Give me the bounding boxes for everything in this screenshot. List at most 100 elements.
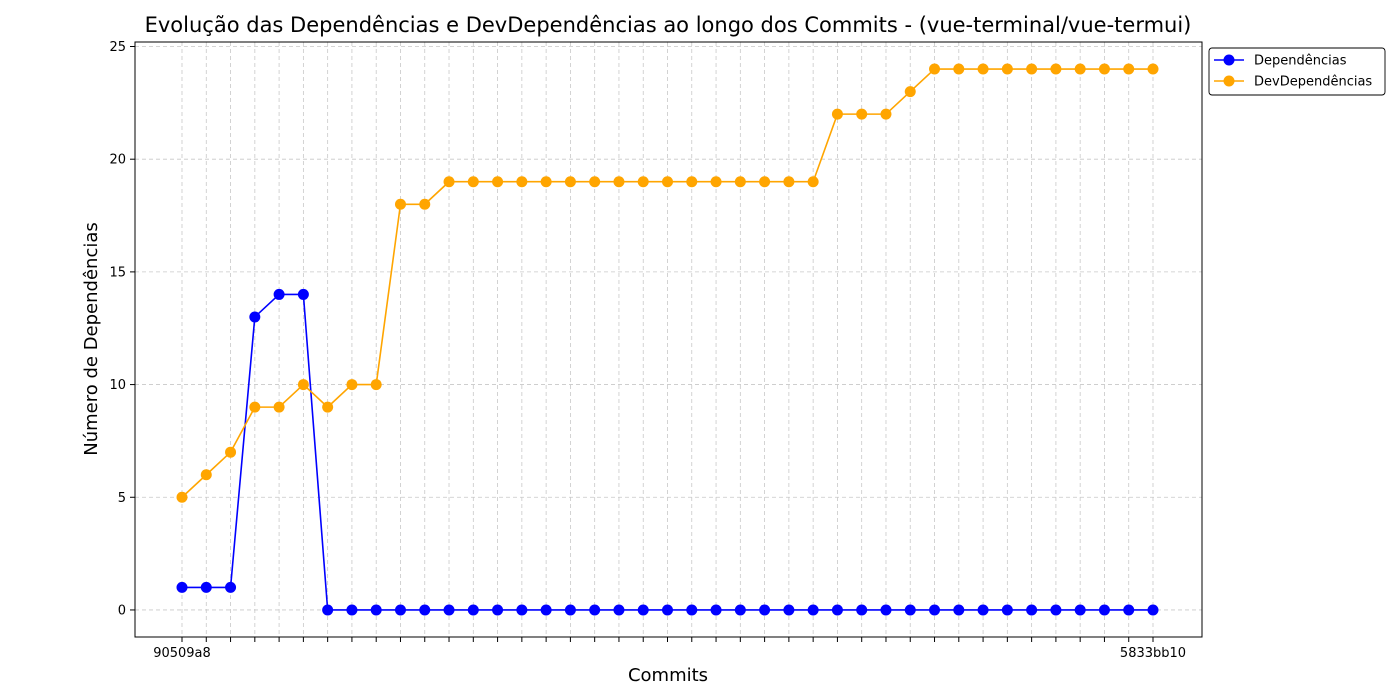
data-point <box>1074 604 1086 616</box>
data-point <box>953 604 965 616</box>
data-point <box>346 379 358 391</box>
data-point <box>856 108 868 120</box>
data-point <box>394 604 406 616</box>
y-tick-label: 25 <box>109 40 126 55</box>
series-2 <box>176 63 1159 503</box>
plot-frame <box>134 41 1203 638</box>
data-point <box>273 288 285 300</box>
data-point <box>613 176 625 188</box>
series-1 <box>176 288 1159 616</box>
data-point <box>346 604 358 616</box>
data-point <box>831 108 843 120</box>
data-point <box>443 604 455 616</box>
data-point <box>831 604 843 616</box>
data-point <box>1123 604 1135 616</box>
data-point <box>176 491 188 503</box>
data-point <box>419 604 431 616</box>
legend-marker <box>1223 75 1235 87</box>
data-point <box>540 176 552 188</box>
data-point <box>977 604 989 616</box>
data-point <box>613 604 625 616</box>
data-point <box>1001 604 1013 616</box>
legend: Dependências DevDependências <box>1208 47 1386 96</box>
data-point <box>225 581 237 593</box>
x-axis-title: Commits <box>628 665 708 686</box>
data-point <box>904 604 916 616</box>
data-point <box>467 604 479 616</box>
chart-title: Evolução das Dependências e DevDependênc… <box>145 13 1192 37</box>
y-axis: 0 5 10 15 20 25 <box>109 40 135 618</box>
data-point <box>492 176 504 188</box>
x-tick-label-first: 90509a8 <box>153 646 211 661</box>
legend-label: DevDependências <box>1254 75 1372 90</box>
data-point <box>370 604 382 616</box>
y-tick-label: 20 <box>109 153 126 168</box>
data-point <box>467 176 479 188</box>
data-point <box>589 604 601 616</box>
data-point <box>710 604 722 616</box>
legend-marker <box>1223 54 1235 66</box>
data-point <box>492 604 504 616</box>
data-point <box>516 604 528 616</box>
data-point <box>176 581 188 593</box>
y-axis-title: Número de Dependências <box>81 222 102 456</box>
y-tick-label: 0 <box>118 603 126 618</box>
y-tick-label: 10 <box>109 378 126 393</box>
data-point <box>953 63 965 75</box>
data-point <box>1026 63 1038 75</box>
data-point <box>225 446 237 458</box>
data-point <box>686 604 698 616</box>
grid <box>135 42 1202 637</box>
x-axis: 90509a8 5833bb10 <box>153 637 1186 661</box>
data-point <box>1147 604 1159 616</box>
data-point <box>759 604 771 616</box>
data-point <box>856 604 868 616</box>
data-point <box>1050 604 1062 616</box>
data-point <box>394 198 406 210</box>
data-point <box>1074 63 1086 75</box>
data-point <box>904 86 916 98</box>
data-point <box>200 469 212 481</box>
legend-label: Dependências <box>1254 54 1347 69</box>
legend-box <box>1208 47 1386 96</box>
data-point <box>734 176 746 188</box>
data-point <box>1050 63 1062 75</box>
data-point <box>589 176 601 188</box>
data-point <box>564 604 576 616</box>
data-point <box>929 63 941 75</box>
data-point <box>1098 604 1110 616</box>
data-point <box>322 604 334 616</box>
data-point <box>200 581 212 593</box>
data-point <box>880 108 892 120</box>
data-point <box>1123 63 1135 75</box>
data-point <box>929 604 941 616</box>
data-point <box>662 176 673 188</box>
data-point <box>1098 63 1110 75</box>
y-tick-label: 15 <box>109 265 126 280</box>
data-point <box>443 176 455 188</box>
data-point <box>1001 63 1013 75</box>
data-point <box>807 176 819 188</box>
data-point <box>564 176 576 188</box>
data-point <box>710 176 722 188</box>
data-point <box>686 176 698 188</box>
data-point <box>249 401 261 413</box>
data-point <box>322 401 334 413</box>
y-tick-label: 5 <box>118 491 126 506</box>
data-point <box>637 176 649 188</box>
data-point <box>249 311 261 323</box>
data-point <box>977 63 989 75</box>
data-point <box>783 176 795 188</box>
data-point <box>273 401 285 413</box>
data-point <box>807 604 819 616</box>
data-point <box>297 288 309 300</box>
data-point <box>1026 604 1038 616</box>
data-point <box>783 604 795 616</box>
data-point <box>880 604 892 616</box>
data-point <box>297 379 309 391</box>
data-point <box>370 379 382 391</box>
series-group <box>176 63 1159 616</box>
data-point <box>662 604 673 616</box>
data-point <box>419 198 431 210</box>
